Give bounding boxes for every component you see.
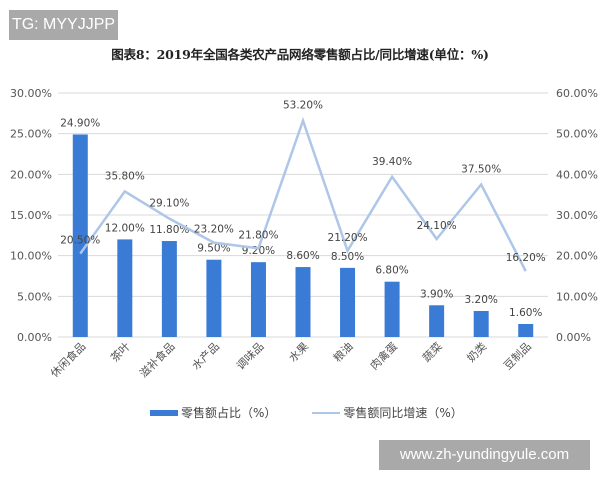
bar xyxy=(473,310,489,337)
category-label: 豆制品 xyxy=(501,340,534,373)
bar-value-label: 1.60% xyxy=(509,307,542,319)
growth-line xyxy=(79,116,527,272)
category-label: 休闲食品 xyxy=(47,339,88,380)
right-axis-tick: 20.00% xyxy=(556,250,598,263)
bar-value-label: 3.90% xyxy=(420,288,453,300)
category-label: 水产品 xyxy=(189,339,222,372)
right-axis-tick: 40.00% xyxy=(556,168,598,181)
chart-title: 图表8：2019年全国各类农产品网络零售额占比/同比增速(单位：%) xyxy=(111,47,489,62)
bar-value-label: 24.90% xyxy=(60,117,100,129)
bar xyxy=(295,267,311,337)
right-axis-tick: 0.00% xyxy=(556,331,591,344)
left-axis-tick: 5.00% xyxy=(17,290,52,303)
legend-item-bar: 零售额占比（%） xyxy=(150,404,276,421)
bar-value-label: 8.60% xyxy=(286,250,319,262)
line-value-label: 20.50% xyxy=(60,235,100,247)
line-value-label: 21.20% xyxy=(328,232,368,244)
right-axis-tick: 30.00% xyxy=(556,209,598,222)
line-value-label: 23.20% xyxy=(194,224,234,236)
bar xyxy=(117,239,133,337)
bar-value-label: 6.80% xyxy=(375,265,408,277)
category-label: 粮油 xyxy=(330,339,355,364)
category-label: 调味品 xyxy=(234,340,267,373)
url-badge: www.zh-yundingyule.com xyxy=(379,440,590,470)
category-label: 茶叶 xyxy=(108,340,133,365)
bar xyxy=(206,259,222,337)
bar-swatch-icon xyxy=(150,409,178,416)
line-value-label: 16.20% xyxy=(506,252,546,264)
bar-value-label: 9.50% xyxy=(197,243,230,255)
bar xyxy=(384,281,400,337)
left-axis-tick: 30.00% xyxy=(10,87,52,100)
right-axis-tick: 50.00% xyxy=(556,128,598,141)
line-value-label: 37.50% xyxy=(461,164,501,176)
watermark-badge: TG: MYYJJPP xyxy=(9,10,118,40)
left-axis-tick: 25.00% xyxy=(10,128,52,141)
left-axis-tick: 15.00% xyxy=(10,209,52,222)
legend-item-line: 零售额同比增速（%） xyxy=(312,404,463,421)
line-value-label: 24.10% xyxy=(417,220,457,232)
legend-line-label: 零售额同比增速（%） xyxy=(343,406,463,420)
bar xyxy=(340,267,356,337)
left-axis-tick: 0.00% xyxy=(17,331,52,344)
line-value-label: 29.10% xyxy=(149,198,189,210)
bar xyxy=(72,134,88,337)
category-label: 肉禽蛋 xyxy=(367,339,400,372)
category-label: 水果 xyxy=(286,340,311,365)
category-label: 奶类 xyxy=(464,339,489,364)
bar-value-label: 8.50% xyxy=(331,251,364,263)
category-label: 滋补食品 xyxy=(136,339,177,380)
bar xyxy=(161,241,177,337)
chart-legend: 零售额占比（%） 零售额同比增速（%） xyxy=(150,404,499,421)
left-axis-tick: 10.00% xyxy=(10,250,52,263)
line-value-label: 21.80% xyxy=(238,229,278,241)
bar-value-label: 11.80% xyxy=(149,224,189,236)
line-value-label: 53.20% xyxy=(283,100,323,112)
bar-value-label: 3.20% xyxy=(465,294,498,306)
line-swatch-icon xyxy=(312,411,341,414)
bar xyxy=(429,305,445,337)
bar-value-label: 12.00% xyxy=(105,222,145,234)
bar xyxy=(518,323,534,337)
line-value-label: 39.40% xyxy=(372,156,412,168)
bar xyxy=(250,262,266,337)
right-axis-tick: 60.00% xyxy=(556,87,598,100)
right-axis-tick: 10.00% xyxy=(556,290,598,303)
left-axis-tick: 20.00% xyxy=(10,168,52,181)
legend-bar-label: 零售额占比（%） xyxy=(181,406,277,420)
line-value-label: 35.80% xyxy=(105,170,145,182)
category-label: 蔬菜 xyxy=(420,340,445,365)
